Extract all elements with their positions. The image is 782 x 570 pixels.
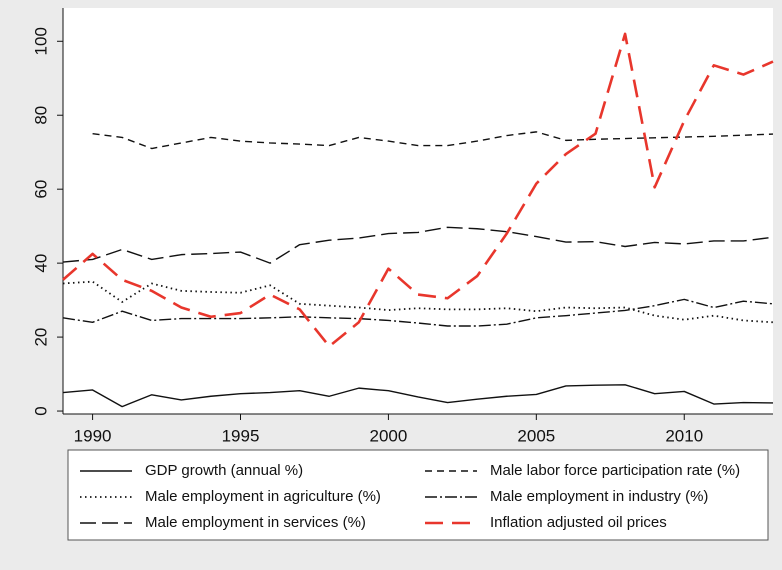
y-tick-label: 80 bbox=[31, 106, 50, 125]
legend-label: Inflation adjusted oil prices bbox=[490, 514, 667, 531]
series-line bbox=[62, 226, 774, 264]
y-tick-label: 100 bbox=[31, 27, 50, 55]
series-line bbox=[62, 280, 774, 324]
legend bbox=[67, 449, 769, 541]
y-tick-label: 40 bbox=[31, 254, 50, 273]
y-tick-label: 60 bbox=[31, 180, 50, 199]
legend-label: Male labor force participation rate (%) bbox=[490, 462, 740, 479]
legend-label: Male employment in industry (%) bbox=[490, 488, 708, 505]
series-line bbox=[62, 298, 774, 327]
series-line bbox=[62, 32, 774, 348]
plot-area bbox=[63, 8, 773, 414]
x-tick-label: 2000 bbox=[370, 426, 408, 445]
series-line bbox=[62, 384, 774, 408]
y-tick-label: 0 bbox=[31, 406, 50, 415]
x-tick-label: 1990 bbox=[74, 426, 112, 445]
x-tick-label: 1995 bbox=[222, 426, 260, 445]
x-tick-label: 2010 bbox=[665, 426, 703, 445]
legend-label: GDP growth (annual %) bbox=[145, 462, 303, 479]
legend-label: Male employment in agriculture (%) bbox=[145, 488, 381, 505]
legend-label: Male employment in services (%) bbox=[145, 514, 366, 531]
y-tick-label: 20 bbox=[31, 328, 50, 347]
x-tick-label: 2005 bbox=[517, 426, 555, 445]
